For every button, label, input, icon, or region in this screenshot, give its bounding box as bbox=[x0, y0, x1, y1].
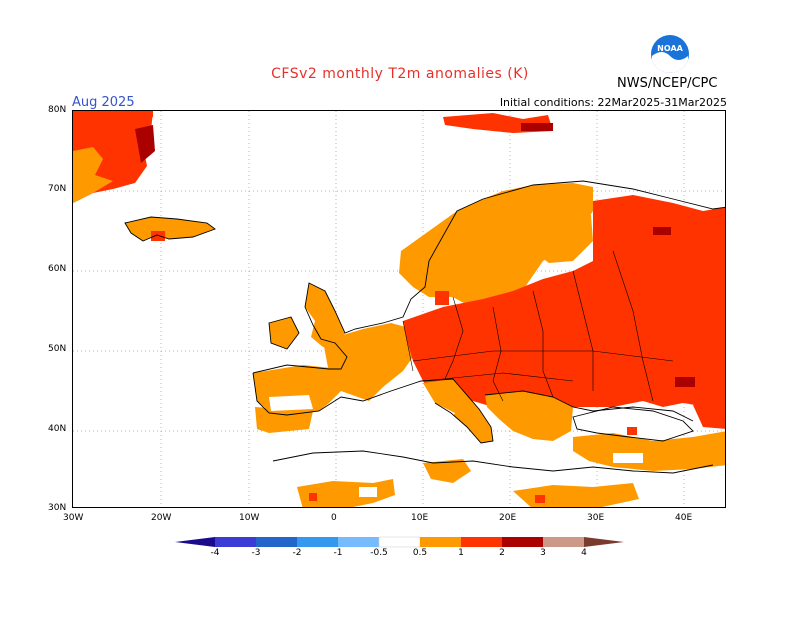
colorbar-label-pos05: 0.5 bbox=[412, 548, 428, 558]
colorbar-label-pos2: 2 bbox=[499, 548, 505, 558]
lat-label-80n: 80N bbox=[48, 105, 67, 115]
colorbar-bin-1 bbox=[215, 537, 256, 547]
lon-label-30w: 30W bbox=[63, 513, 84, 523]
lon-label-30e: 30E bbox=[587, 513, 605, 523]
colorbar bbox=[175, 536, 624, 548]
lon-label-20e: 20E bbox=[499, 513, 517, 523]
iceland-hotspot bbox=[151, 231, 165, 241]
chart-title: CFSv2 monthly T2m anomalies (K) bbox=[271, 66, 529, 82]
colorbar-bin-4 bbox=[338, 537, 379, 547]
black-sea bbox=[573, 407, 693, 441]
colorbar-low-arrow bbox=[175, 537, 215, 547]
lat-label-30n: 30N bbox=[48, 503, 67, 513]
country-borders bbox=[402, 250, 674, 402]
ireland-anomaly bbox=[269, 317, 299, 349]
lon-label-10e: 10E bbox=[411, 513, 429, 523]
lat-label-60n: 60N bbox=[48, 264, 67, 274]
coastlines bbox=[124, 180, 725, 474]
greenland-anomaly bbox=[73, 111, 155, 203]
colorbar-bin-6 bbox=[420, 537, 461, 547]
caucasus-anomaly bbox=[693, 401, 725, 429]
france-anomaly bbox=[323, 323, 417, 401]
lon-label-10w: 10W bbox=[239, 513, 260, 523]
colorbar-bin-9 bbox=[543, 537, 584, 547]
initial-conditions: Initial conditions: 22Mar2025-31Mar2025 bbox=[499, 96, 727, 109]
colorbar-bin-8 bbox=[502, 537, 543, 547]
lat-label-50n: 50N bbox=[48, 344, 67, 354]
north-africa-anomaly bbox=[297, 479, 395, 507]
map-canvas bbox=[73, 111, 725, 507]
noaa-logo: NOAA bbox=[651, 35, 689, 73]
anomaly-map bbox=[72, 110, 726, 508]
lon-label-40e: 40E bbox=[675, 513, 693, 523]
colorbar-label-pos1: 1 bbox=[458, 548, 464, 558]
colorbar-bin-7 bbox=[461, 537, 502, 547]
colorbar-label-neg3: -3 bbox=[251, 548, 261, 558]
russia-anomaly bbox=[593, 195, 725, 411]
iceland-anomaly bbox=[125, 217, 215, 241]
uk-anomaly bbox=[305, 283, 345, 347]
colorbar-bin-5 bbox=[378, 536, 421, 548]
finland-anomaly bbox=[513, 203, 593, 263]
lat-label-40n: 40N bbox=[48, 424, 67, 434]
colorbar-bin-3 bbox=[297, 537, 338, 547]
colorbar-label-pos4: 4 bbox=[581, 548, 587, 558]
turkey-anomaly bbox=[573, 431, 725, 471]
colorbar-bin-2 bbox=[256, 537, 297, 547]
balkans-anomaly bbox=[485, 391, 573, 441]
lon-label-0: 0 bbox=[331, 513, 337, 523]
lat-label-70n: 70N bbox=[48, 184, 67, 194]
agency-label: NWS/NCEP/CPC bbox=[617, 76, 718, 91]
colorbar-label-neg05: -0.5 bbox=[370, 548, 388, 558]
italy-anomaly bbox=[423, 379, 493, 443]
forecast-period: Aug 2025 bbox=[72, 95, 135, 110]
colorbar-label-neg1: -1 bbox=[333, 548, 343, 558]
colorbar-label-pos3: 3 bbox=[540, 548, 546, 558]
lon-label-20w: 20W bbox=[151, 513, 172, 523]
colorbar-high-arrow bbox=[584, 537, 624, 547]
svg-text:NOAA: NOAA bbox=[657, 44, 683, 53]
colorbar-label-neg4: -4 bbox=[210, 548, 220, 558]
colorbar-label-neg2: -2 bbox=[292, 548, 302, 558]
